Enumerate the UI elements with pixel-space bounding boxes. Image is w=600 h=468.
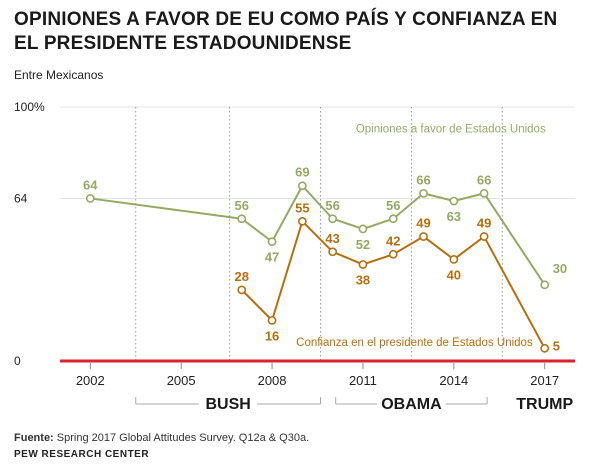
- source-note: Fuente: Spring 2017 Global Attitudes Sur…: [14, 432, 309, 444]
- data-label: 52: [356, 237, 370, 252]
- data-point: [328, 247, 338, 257]
- data-point: [388, 214, 398, 224]
- source-label: Fuente:: [14, 432, 54, 444]
- data-label: 56: [235, 198, 249, 213]
- data-label: 30: [553, 261, 567, 276]
- org-credit: PEW RESEARCH CENTER: [14, 449, 150, 460]
- data-point: [358, 260, 368, 269]
- data-point: [419, 232, 428, 241]
- data-label: 16: [265, 328, 279, 343]
- data-label: 56: [386, 198, 400, 213]
- data-label: 55: [295, 200, 309, 215]
- series-label-2: Confianza en el presidente de Estados Un…: [296, 337, 533, 349]
- data-label: 69: [295, 165, 309, 180]
- data-point: [540, 280, 550, 290]
- data-point: [267, 315, 277, 325]
- series-label-1: Opiniones a favor de Estados Unidos: [356, 123, 546, 135]
- data-point: [297, 216, 307, 226]
- chart-title: OPINIONES A FAVOR DE EU COMO PAÍS Y CONF…: [14, 9, 558, 54]
- data-point: [297, 181, 307, 191]
- data-point: [449, 254, 459, 264]
- x-tick-label: 2014: [439, 373, 468, 388]
- data-label: 49: [477, 216, 491, 231]
- data-point: [237, 285, 247, 295]
- data-point: [388, 249, 398, 259]
- data-label: 66: [416, 172, 430, 187]
- era-label-obama: OBAMA: [381, 396, 442, 413]
- x-tick-label: 2008: [258, 373, 287, 388]
- data-point: [85, 194, 95, 203]
- data-point: [328, 214, 338, 224]
- data-point: [479, 232, 489, 241]
- data-label: 42: [386, 233, 400, 248]
- y-tick-label: 100%: [14, 100, 45, 114]
- series-line-2: [241, 220, 546, 349]
- x-tick-label: 2002: [76, 373, 105, 388]
- data-point: [237, 214, 247, 224]
- data-label: 40: [447, 267, 461, 282]
- data-label: 66: [477, 172, 491, 187]
- y-tick-label: 64: [14, 191, 28, 205]
- data-label: 43: [325, 231, 339, 246]
- data-label: 49: [416, 216, 430, 231]
- data-label: 5: [553, 338, 560, 353]
- data-label: 28: [235, 269, 249, 284]
- source-text: Spring 2017 Global Attitudes Survey. Q12…: [53, 432, 310, 444]
- era-label-bush: BUSH: [205, 396, 250, 413]
- x-tick-label: 2017: [530, 373, 559, 388]
- chart-subtitle: Entre Mexicanos: [14, 68, 104, 82]
- y-tick-label: 0: [14, 354, 21, 368]
- data-point: [358, 224, 368, 234]
- era-label-trump: TRUMP: [516, 396, 573, 413]
- data-label: 56: [325, 198, 339, 213]
- data-point: [479, 188, 489, 198]
- data-label: 47: [265, 250, 279, 265]
- data-point: [540, 343, 550, 353]
- data-point: [267, 237, 277, 247]
- data-label: 38: [356, 272, 370, 287]
- data-label: 64: [83, 177, 98, 192]
- x-tick-label: 2011: [349, 373, 377, 388]
- x-tick-label: 2005: [167, 373, 196, 388]
- data-point: [419, 188, 428, 198]
- data-label: 63: [447, 209, 461, 224]
- data-point: [449, 196, 459, 206]
